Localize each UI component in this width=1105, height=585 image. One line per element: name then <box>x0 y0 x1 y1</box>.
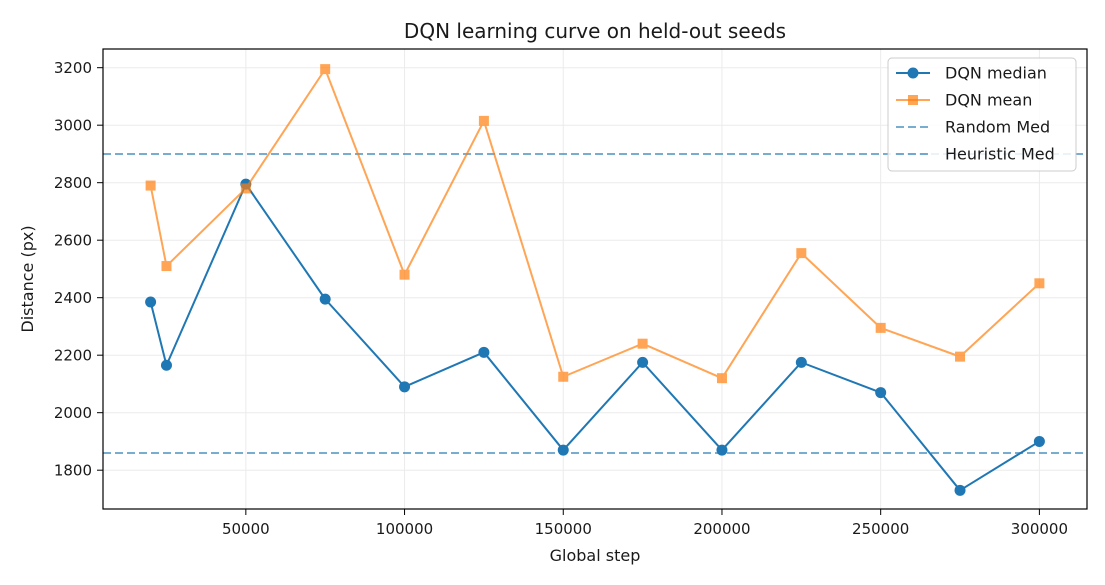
legend-item-random-med: Random Med <box>896 118 1050 137</box>
dqn-mean-point <box>558 371 569 382</box>
dqn-median-point <box>954 484 966 496</box>
dqn-median-point <box>319 293 331 305</box>
y-tick-label: 3000 <box>54 117 92 135</box>
legend-item-dqn-median: DQN median <box>896 64 1047 83</box>
legend-label: Heuristic Med <box>945 145 1055 164</box>
legend-marker <box>907 67 919 79</box>
dqn-mean-point <box>796 248 807 259</box>
dqn-median-point <box>145 296 157 308</box>
x-tick-label: 50000 <box>222 520 270 538</box>
dqn-median-point <box>716 444 728 456</box>
legend-item-dqn-mean: DQN mean <box>896 91 1032 110</box>
y-tick-label: 2400 <box>54 289 92 307</box>
dqn-mean-point <box>161 261 172 272</box>
x-axis-ticks: 50000 100000 150000 200000 250000 300000 <box>222 509 1068 538</box>
chart-title: DQN learning curve on held-out seeds <box>404 19 786 43</box>
dqn-mean-point <box>320 64 331 75</box>
dqn-mean-series <box>145 64 1045 384</box>
legend-label: DQN mean <box>945 91 1032 110</box>
plot-frame <box>102 48 1088 510</box>
x-tick-label: 150000 <box>535 520 592 538</box>
y-tick-label: 2800 <box>54 174 92 192</box>
reference-lines <box>103 152 1087 454</box>
dqn-median-point <box>637 356 649 368</box>
x-tick-label: 250000 <box>852 520 909 538</box>
dqn-median-point <box>795 356 807 368</box>
y-axis-label: Distance (px) <box>18 225 37 332</box>
dqn-median-point <box>478 346 490 358</box>
dqn-mean-point <box>1034 278 1045 289</box>
dqn-mean-point <box>955 351 966 362</box>
dqn-median-point <box>557 444 569 456</box>
y-tick-label: 2600 <box>54 232 92 250</box>
dqn-mean-point <box>637 338 648 349</box>
x-axis-label: Global step <box>550 546 641 565</box>
legend-box <box>887 57 1077 172</box>
data-series <box>145 64 1045 496</box>
legend: DQN median DQN mean Random Med Heuristic Me… <box>887 57 1077 172</box>
x-tick-label: 300000 <box>1011 520 1068 538</box>
dqn-mean-point <box>145 180 156 191</box>
dqn-median-point <box>1033 435 1045 447</box>
dqn-median-point <box>160 359 172 371</box>
dqn-median-point <box>399 381 411 393</box>
x-tick-label: 100000 <box>376 520 433 538</box>
legend-item-heuristic-med: Heuristic Med <box>896 145 1055 164</box>
dqn-mean-point <box>240 183 251 194</box>
y-tick-label: 2000 <box>54 404 92 422</box>
x-tick-label: 200000 <box>693 520 750 538</box>
dqn-median-point <box>875 387 887 399</box>
dqn-median-series <box>145 178 1045 496</box>
dqn-mean-point <box>399 269 410 280</box>
y-axis-ticks: 1800 2000 2200 2400 2600 2800 3000 3200 <box>54 59 103 480</box>
dqn-mean-point <box>875 322 886 333</box>
y-tick-label: 1800 <box>54 462 92 480</box>
legend-marker <box>908 95 918 105</box>
dqn-mean-point <box>716 373 727 384</box>
dqn-mean-point <box>478 115 489 126</box>
legend-label: Random Med <box>945 118 1050 137</box>
y-tick-label: 3200 <box>54 59 92 77</box>
legend-label: DQN median <box>945 64 1047 83</box>
y-tick-label: 2200 <box>54 347 92 365</box>
